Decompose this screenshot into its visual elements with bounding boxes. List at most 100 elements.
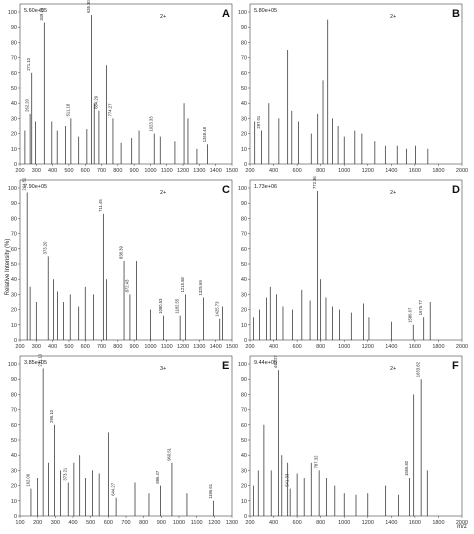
peak-label: 511.18 (65, 103, 70, 116)
x-tick-label: 1400 (210, 168, 222, 174)
y-tick-label: 10 (241, 499, 247, 505)
x-tick-label: 800 (113, 344, 122, 350)
spectrum-panel-f: 200 400 600 800 1000 1200 1400 1600 1800 2000 0 10 2… (238, 355, 468, 526)
panel-frame (19, 355, 233, 517)
x-tick-label: 500 (86, 520, 95, 526)
max-intensity-label: 1.73e+06 (254, 184, 277, 190)
peak-label: 373.21 (63, 467, 68, 480)
x-tick-label: 800 (316, 168, 325, 174)
charge-state-label: 3+ (160, 366, 166, 372)
peak-label: 1325.69 (198, 280, 203, 296)
y-tick-label: 30 (11, 292, 17, 298)
peak-label: 1196.61 (208, 483, 213, 498)
x-tick-label: 200 (15, 168, 24, 174)
x-tick-label: 900 (157, 520, 166, 526)
y-tick-label: 70 (241, 56, 247, 62)
peak-label: 960.51 (166, 447, 171, 460)
y-tick-label: 90 (11, 377, 17, 383)
y-tick-label: 10 (11, 147, 17, 153)
x-tick-label: 1000 (338, 520, 350, 526)
x-tick-label: 2000 (456, 344, 468, 350)
peak-label: 1182.55 (175, 298, 180, 313)
peak-label: 162.06 (25, 473, 30, 486)
peak-label: 772.36 (312, 176, 317, 189)
y-tick-label: 100 (8, 362, 17, 368)
x-tick-label: 1200 (362, 344, 374, 350)
peak-label: 349.10 (39, 7, 44, 20)
y-tick-label: 30 (241, 468, 247, 474)
y-tick-label: 50 (11, 262, 17, 268)
charge-state-label: 2+ (160, 14, 166, 20)
y-tick-label: 80 (11, 392, 17, 398)
x-tick-label: 2000 (456, 520, 468, 526)
x-tick-label: 200 (33, 520, 42, 526)
y-axis-title: Relative Intensity (%) (5, 239, 11, 296)
x-tick-label: 800 (113, 168, 122, 174)
y-tick-label: 80 (241, 392, 247, 398)
x-tick-label: 600 (81, 168, 90, 174)
y-tick-label: 90 (11, 201, 17, 207)
max-intensity-label: 9.44e+05 (254, 360, 277, 366)
y-tick-label: 0 (14, 514, 17, 520)
x-tick-label: 1100 (161, 168, 173, 174)
x-tick-label: 1100 (161, 344, 173, 350)
max-intensity-label: 3.85e+05 (24, 360, 47, 366)
peak-label: 1675.77 (418, 299, 423, 315)
y-tick-label: 50 (11, 86, 17, 92)
x-tick-label: 200 (245, 520, 254, 526)
peak-label: 442.27 (273, 355, 278, 368)
x-tick-label: 900 (130, 344, 139, 350)
peak-label: 1215.58 (180, 277, 185, 293)
x-tick-label: 200 (245, 168, 254, 174)
y-tick-label: 20 (11, 308, 17, 314)
x-tick-label: 1800 (432, 520, 444, 526)
charge-state-label: 2+ (160, 190, 166, 196)
x-tick-label: 1000 (144, 344, 156, 350)
panel-letter: B (452, 8, 460, 20)
y-tick-label: 80 (241, 40, 247, 46)
x-tick-label: 1800 (432, 344, 444, 350)
x-tick-label: 1400 (385, 168, 397, 174)
y-tick-label: 90 (241, 377, 247, 383)
y-tick-label: 100 (238, 186, 247, 192)
charge-state-label: 2+ (390, 14, 396, 20)
x-tick-label: 200 (15, 344, 24, 350)
y-tick-label: 40 (241, 101, 247, 107)
peak-label: 271.10 (26, 57, 31, 70)
y-tick-label: 70 (241, 232, 247, 238)
x-tick-label: 1200 (362, 520, 374, 526)
x-tick-label: 1000 (173, 520, 185, 526)
y-tick-label: 80 (241, 216, 247, 222)
x-tick-label: 1400 (385, 344, 397, 350)
charge-state-label: 2+ (390, 366, 396, 372)
y-tick-label: 20 (241, 132, 247, 138)
x-tick-label: 800 (316, 344, 325, 350)
peak-label: 787.32 (314, 455, 319, 468)
x-tick-label: 100 (15, 520, 24, 526)
x-tick-label: 1500 (226, 168, 238, 174)
x-tick-label: 400 (68, 520, 77, 526)
y-tick-label: 40 (241, 453, 247, 459)
peak-label: 838.39 (119, 245, 124, 258)
y-tick-label: 20 (11, 132, 17, 138)
x-tick-label: 1600 (409, 344, 421, 350)
peak-label: 1586.67 (408, 307, 413, 323)
panel-letter: F (452, 360, 459, 372)
y-tick-label: 90 (241, 201, 247, 207)
y-tick-label: 60 (11, 71, 17, 77)
y-tick-label: 60 (241, 71, 247, 77)
peak-label: 1653.82 (416, 361, 421, 377)
spectrum-panel-b: 200 400 600 800 1000 1200 1400 1600 1800 2000 0 10 2… (238, 3, 468, 174)
peak-label: 541.33 (285, 473, 290, 486)
x-tick-label: 300 (51, 520, 60, 526)
y-tick-label: 20 (241, 308, 247, 314)
peak-label: 1425.73 (214, 301, 219, 317)
peak-label: 231.10 (38, 353, 43, 366)
x-axis-title: m/z (457, 524, 467, 530)
x-tick-label: 600 (81, 344, 90, 350)
peak-label: 244.51 (22, 177, 27, 190)
spectrum-panel-e: 100 200 300 400 500 600 700 800 900 1000 1100 1200 1… (8, 353, 238, 526)
y-tick-label: 80 (11, 40, 17, 46)
spectrum-panel-c: 200 300 400 500 600 700 800 900 1000 1100 1200 1300… (8, 177, 238, 350)
